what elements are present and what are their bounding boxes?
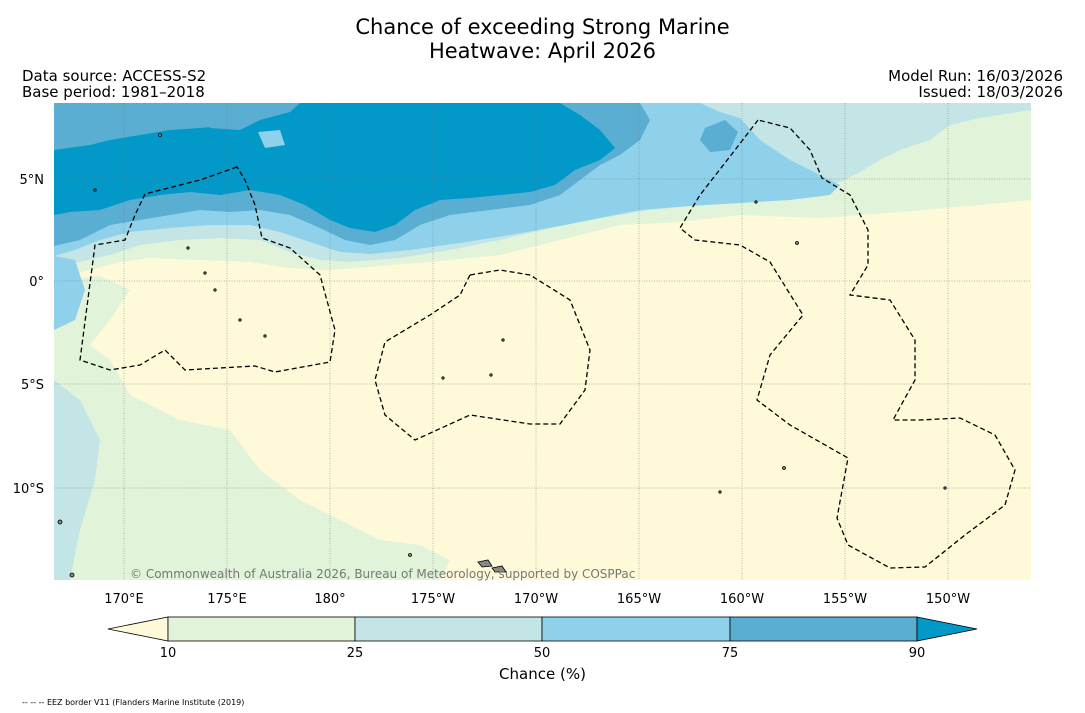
longitude-labels: 170°E 175°E 180° 175°W 170°W 165°W 160°W… xyxy=(104,592,970,607)
lon-label-155w: 155°W xyxy=(823,592,867,607)
zone-10-25-west xyxy=(54,276,450,580)
eez-footnote: -- -- -- EEZ border V11 (Flanders Marine… xyxy=(22,698,245,707)
zone-50-75-west xyxy=(54,256,85,330)
colorbar-segment-75-90 xyxy=(729,616,918,642)
colorbar-tick-90: 90 xyxy=(909,646,926,661)
lon-label-160w: 160°W xyxy=(720,592,764,607)
island-6 xyxy=(263,334,267,338)
eez-kiribati-phoenix xyxy=(374,269,591,441)
eez-kiribati-line xyxy=(679,119,1016,569)
island-16 xyxy=(69,572,75,578)
zone-above-90 xyxy=(54,103,615,232)
colorbar-segment-50-75 xyxy=(541,616,731,642)
islands xyxy=(57,133,947,578)
island-14 xyxy=(943,486,947,490)
colorbar-tick-50: 50 xyxy=(534,646,551,661)
colorbar-tick-25: 25 xyxy=(347,646,364,661)
pocket-north-2 xyxy=(258,130,285,148)
base-period: Base period: 1981–2018 xyxy=(22,83,205,101)
island-11 xyxy=(795,241,799,245)
colorbar-segment-below10 xyxy=(107,616,169,642)
island-18 xyxy=(158,133,162,137)
zone-25-50-sw xyxy=(54,380,100,580)
colorbar-segment-10-25 xyxy=(167,616,356,642)
chart-title-line1: Chance of exceeding Strong Marine xyxy=(355,15,730,39)
island-15 xyxy=(57,519,63,525)
gridlines xyxy=(54,103,1031,580)
colorbar-title: Chance (%) xyxy=(499,665,586,683)
eez-borders xyxy=(79,119,1016,569)
lon-label-165w: 165°W xyxy=(617,592,661,607)
island-samoa-2 xyxy=(491,565,507,573)
island-1 xyxy=(93,188,97,192)
data-source: Data source: ACCESS-S2 xyxy=(22,67,207,85)
lon-label-150w: 150°W xyxy=(926,592,970,607)
island-8 xyxy=(489,373,493,377)
lon-label-175e: 175°E xyxy=(207,592,247,607)
island-4 xyxy=(213,288,217,292)
issued-date: Issued: 18/03/2026 xyxy=(918,83,1063,101)
island-7 xyxy=(501,338,505,342)
island-17 xyxy=(408,553,412,557)
colorbar-segment-above90 xyxy=(916,616,978,642)
copyright-notice: © Commonwealth of Australia 2026, Bureau… xyxy=(130,567,636,581)
eez-kiribati-gilbert xyxy=(79,166,336,373)
colorbar-segment-25-50 xyxy=(354,616,543,642)
island-10 xyxy=(754,200,758,204)
island-9 xyxy=(441,376,445,380)
pocket-north-1 xyxy=(200,103,260,130)
lat-label-0: 0° xyxy=(29,275,44,290)
latitude-labels: 5°N 0° 5°S 10°S xyxy=(13,173,44,497)
lon-label-170e: 170°E xyxy=(104,592,144,607)
island-samoa-1 xyxy=(477,559,493,568)
lat-label-5s: 5°S xyxy=(21,378,44,393)
lat-label-5n: 5°N xyxy=(20,173,45,188)
island-12 xyxy=(782,466,786,470)
island-5 xyxy=(238,318,242,322)
island-2 xyxy=(186,246,190,250)
lon-label-180: 180° xyxy=(314,592,345,607)
island-3 xyxy=(203,271,207,275)
colorbar xyxy=(107,616,978,642)
colorbar-tick-75: 75 xyxy=(722,646,739,661)
zone-75-90-east xyxy=(700,120,738,152)
meta-left: Data source: ACCESS-S2 Base period: 1981… xyxy=(22,68,206,100)
island-13 xyxy=(718,490,722,494)
colorbar-tick-10: 10 xyxy=(160,646,177,661)
lat-label-10s: 10°S xyxy=(13,482,44,497)
colorbar-ticks: 10 25 50 75 90 xyxy=(160,646,926,661)
lon-label-175w: 175°W xyxy=(411,592,455,607)
probability-field xyxy=(54,103,1031,580)
chart-title-line2: Heatwave: April 2026 xyxy=(428,39,657,63)
meta-right: Model Run: 16/03/2026 Issued: 18/03/2026 xyxy=(888,68,1063,100)
lon-label-170w: 170°W xyxy=(514,592,558,607)
model-run: Model Run: 16/03/2026 xyxy=(888,67,1063,85)
